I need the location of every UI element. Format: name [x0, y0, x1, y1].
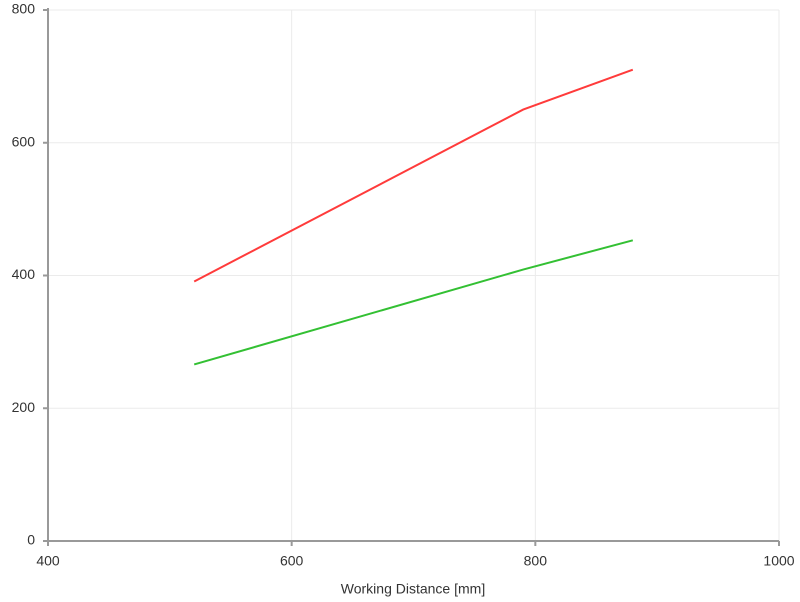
x-tick-label: 600 [280, 553, 304, 569]
y-tick-label: 200 [12, 399, 36, 415]
x-tick-label: 800 [524, 553, 548, 569]
y-tick-label: 400 [12, 266, 36, 282]
data-line [193, 239, 634, 366]
data-line [193, 68, 634, 283]
y-tick-label: 600 [12, 133, 36, 149]
y-tick-label: 800 [12, 1, 36, 17]
x-tick-label: 1000 [763, 553, 794, 569]
y-tick-label: 0 [27, 532, 35, 548]
x-axis-label: Working Distance [mm] [341, 581, 485, 597]
x-tick-label: 400 [36, 553, 60, 569]
